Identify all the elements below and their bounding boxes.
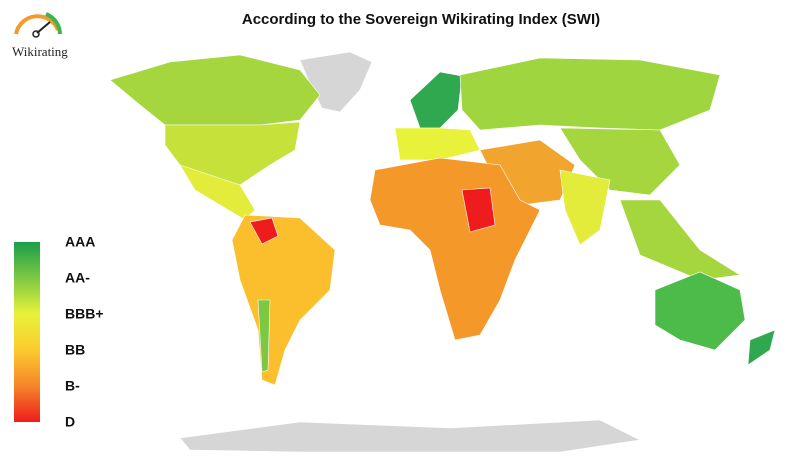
venezuela — [249, 217, 279, 245]
europe-south — [394, 127, 481, 161]
australia — [654, 271, 746, 351]
logo[interactable]: Wikirating — [12, 12, 68, 59]
logo-text: Wikirating — [12, 44, 68, 59]
chile — [257, 299, 271, 373]
legend-label: B- — [65, 378, 80, 394]
legend-label: D — [65, 414, 75, 430]
southeast-asia — [619, 199, 741, 281]
east-asia — [559, 127, 681, 196]
legend-label: AA- — [65, 270, 90, 286]
sudan — [461, 187, 496, 233]
legend-label: AAA — [65, 234, 95, 250]
logo-hub — [32, 30, 40, 38]
map-title: According to the Sovereign Wikirating In… — [242, 11, 600, 28]
legend: AAA AA- BBB+ BB B- D — [14, 234, 104, 430]
antarctica — [179, 419, 641, 453]
logo-gauge — [14, 14, 60, 35]
new-zealand — [747, 329, 776, 366]
legend-label: BB — [65, 342, 85, 358]
logo-needle — [36, 21, 51, 34]
europe-north — [409, 71, 463, 129]
india — [559, 169, 611, 246]
world-map — [109, 51, 776, 453]
legend-label: BBB+ — [65, 306, 104, 322]
usa — [164, 121, 301, 186]
south-america — [231, 214, 336, 386]
africa — [369, 157, 541, 341]
russia — [459, 57, 721, 131]
legend-scale — [14, 242, 40, 422]
canada — [109, 54, 321, 126]
logo-gauge-green — [45, 12, 62, 35]
